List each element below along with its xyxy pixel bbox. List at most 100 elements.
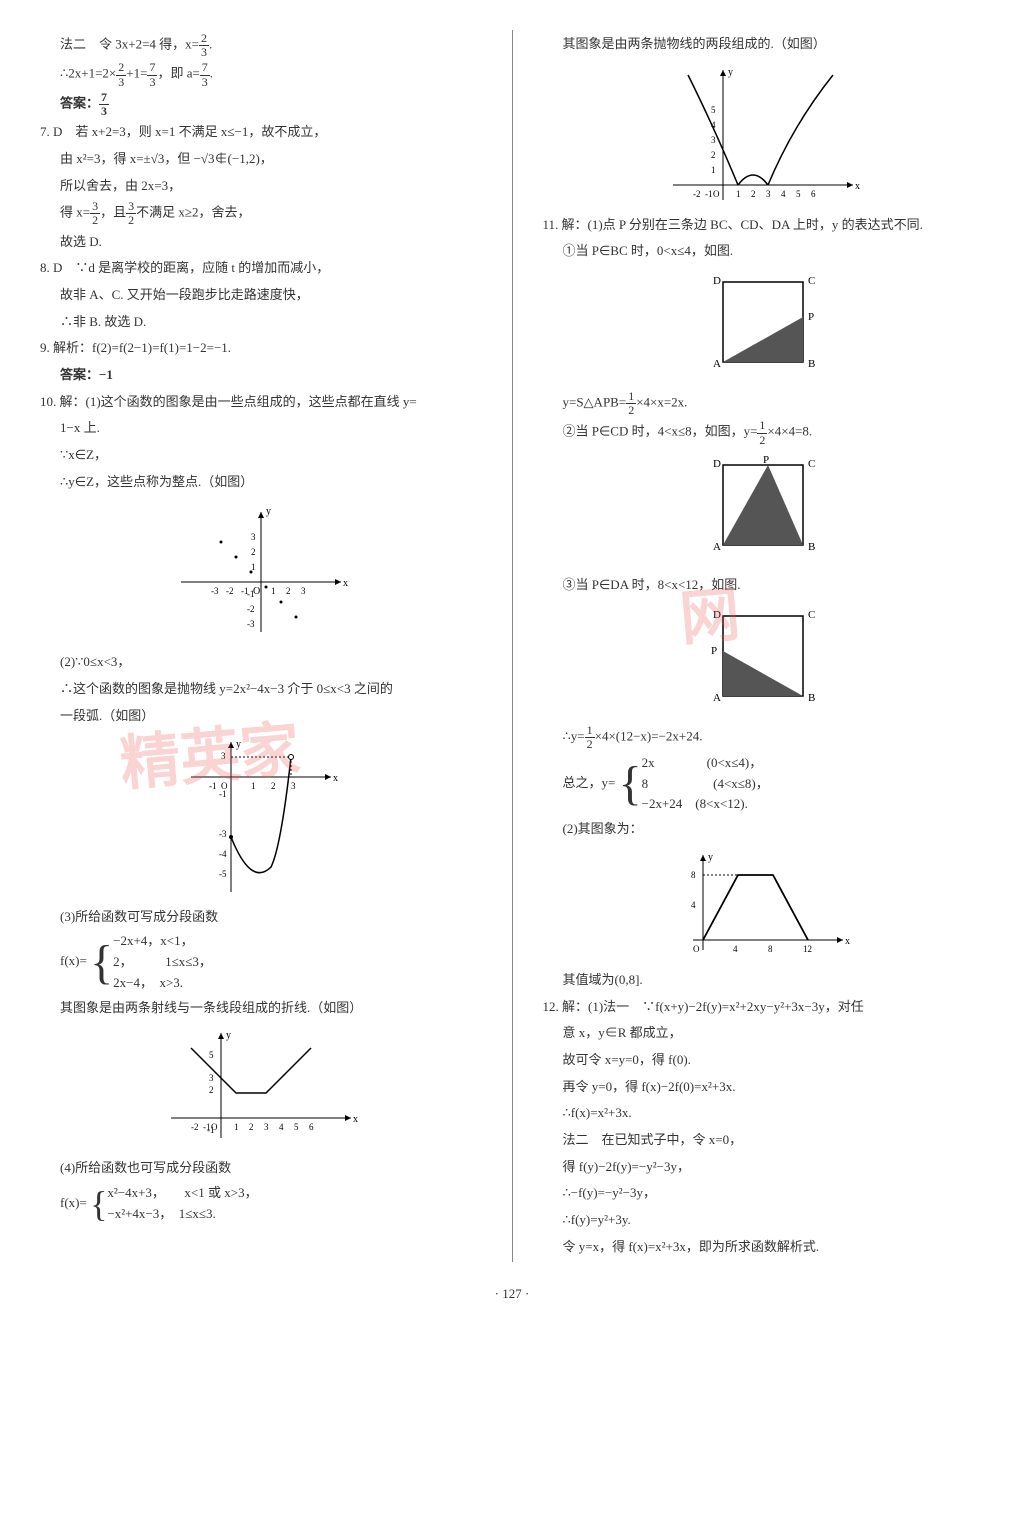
svg-text:x: x [343,578,348,589]
svg-text:C: C [808,275,815,287]
svg-text:-1: -1 [247,589,255,599]
svg-text:3: 3 [221,751,226,761]
piecewise-fn: f(x)= { −2x+4，x<1， 2， 1≤x≤3， 2x−4， x>3. [40,931,482,993]
svg-text:8: 8 [691,870,696,880]
text-line: 得 x=32，且32不满足 x≥2，舍去， [40,200,482,227]
svg-text:8: 8 [768,944,773,954]
svg-text:2: 2 [209,1085,214,1095]
q11: 11. 解：(1)点 P 分别在三条边 BC、CD、DA 上时，y 的表达式不同… [543,213,985,238]
svg-text:-3: -3 [211,586,219,596]
text-line: ①当 P∈BC 时，0<x≤4，如图. [543,239,985,264]
svg-text:1: 1 [711,165,716,175]
text-line: (4)所给函数也可写成分段函数 [40,1156,482,1181]
svg-text:C: C [808,458,815,470]
left-column: 法二 令 3x+2=4 得，x=23. ∴2x+1=2×23+1=73，即 a=… [40,30,482,1262]
svg-text:2: 2 [711,150,716,160]
graph-10-3: x y O -2-1 123456 235 -1 [40,1028,482,1148]
svg-text:4: 4 [781,189,786,199]
svg-text:-2: -2 [191,1122,199,1132]
text-line: 法二 在已知式子中，令 x=0， [543,1128,985,1153]
text-line: ②当 P∈CD 时，4<x≤8，如图，y=12×4×4=8. [543,419,985,446]
svg-text:2: 2 [251,547,256,557]
svg-text:-4: -4 [219,849,227,859]
text-line: (2)∵0≤x<3， [40,650,482,675]
svg-text:6: 6 [811,189,816,199]
svg-text:3: 3 [291,781,296,791]
svg-text:4: 4 [279,1122,284,1132]
text-line: 故非 A、C. 又开始一段跑步比走路速度快， [40,283,482,308]
svg-text:3: 3 [251,532,256,542]
svg-text:A: A [713,541,721,553]
text-line: 令 y=x，得 f(x)=x²+3x，即为所求函数解析式. [543,1235,985,1260]
text-line: 故可令 x=y=0，得 f(0). [543,1048,985,1073]
svg-text:5: 5 [711,105,716,115]
text-line: 故选 D. [40,230,482,255]
text-line: 得 f(y)−2f(y)=−y²−3y， [543,1155,985,1180]
q9: 9. 解析：f(2)=f(2−1)=f(1)=1−2=−1. [40,336,482,361]
svg-text:-3: -3 [219,829,227,839]
svg-text:1: 1 [251,562,256,572]
text-line: ∵x∈Z， [40,443,482,468]
svg-text:x: x [333,773,338,784]
text-line: ∴y∈Z，这些点称为整点.（如图） [40,470,482,495]
svg-text:1: 1 [271,586,276,596]
svg-text:1: 1 [251,781,256,791]
text-line: 其值域为(0,8]. [543,968,985,993]
svg-text:y: y [226,1030,231,1041]
text-line: (3)所给函数可写成分段函数 [40,905,482,930]
text-line: ∴非 B. 故选 D. [40,310,482,335]
square-3: DC P AB [543,606,985,716]
svg-text:-1: -1 [705,189,713,199]
svg-text:x: x [855,181,860,192]
svg-text:5: 5 [209,1050,214,1060]
svg-text:4: 4 [691,900,696,910]
answer-line: 答案：73 [40,91,482,118]
svg-text:y: y [236,739,241,750]
text-line: 意 x，y∈R 都成立， [543,1021,985,1046]
text-line: 所以舍去，由 2x=3， [40,174,482,199]
svg-text:12: 12 [803,944,812,954]
svg-text:2: 2 [249,1122,254,1132]
text-line: 其图象是由两条射线与一条线段组成的折线.（如图） [40,996,482,1021]
svg-text:D: D [713,275,721,287]
text-line: ∴−f(y)=−y²−3y， [543,1181,985,1206]
column-divider [512,30,513,1262]
answer-line: 答案：−1 [40,363,482,388]
text-line: 1−x 上. [40,416,482,441]
text-line: ∴f(y)=y²+3y. [543,1208,985,1233]
svg-text:y: y [708,852,713,863]
svg-text:-2: -2 [247,604,255,614]
graph-11: x y O 4812 48 [543,850,985,960]
svg-text:O: O [693,944,700,954]
right-column: 其图象是由两条抛物线的两段组成的.（如图） x y O -2-1 123456 … [543,30,985,1262]
svg-text:-1: -1 [209,781,217,791]
svg-text:B: B [808,541,815,553]
graph-10-1: x y O 123 -1-2-3 123 -1-2-3 [40,502,482,642]
q10: 10. 解：(1)这个函数的图象是由一些点组成的，这些点都在直线 y= [40,390,482,415]
text-line: 一段弧.（如图） [40,704,482,729]
svg-text:x: x [353,1114,358,1125]
svg-text:-1: -1 [219,789,227,799]
text-line: (2)其图象为： [543,817,985,842]
text-line: 再令 y=0，得 f(x)−2f(0)=x²+3x. [543,1075,985,1100]
svg-text:D: D [713,458,721,470]
svg-text:D: D [713,609,721,621]
text-line: y=S△APB=12×4×x=2x. [543,390,985,417]
svg-text:-5: -5 [219,869,227,879]
text-line: ∴y=12×4×(12−x)=−2x+24. [543,724,985,751]
svg-text:4: 4 [733,944,738,954]
svg-text:3: 3 [209,1073,214,1083]
svg-text:-2: -2 [226,586,234,596]
svg-text:-3: -3 [247,619,255,629]
text-line: ∴这个函数的图象是抛物线 y=2x²−4x−3 介于 0≤x<3 之间的 [40,677,482,702]
svg-text:1: 1 [234,1122,239,1132]
q7: 7. D 若 x+2=3，则 x=1 不满足 x≤−1，故不成立， [40,120,482,145]
svg-text:O: O [713,189,720,199]
svg-text:A: A [713,358,721,370]
svg-text:5: 5 [294,1122,299,1132]
piecewise-fn: f(x)= { x²−4x+3， x<1 或 x>3， −x²+4x−3， 1≤… [40,1183,482,1225]
svg-text:5: 5 [796,189,801,199]
svg-text:3: 3 [264,1122,269,1132]
svg-text:-2: -2 [693,189,701,199]
svg-text:3: 3 [711,135,716,145]
